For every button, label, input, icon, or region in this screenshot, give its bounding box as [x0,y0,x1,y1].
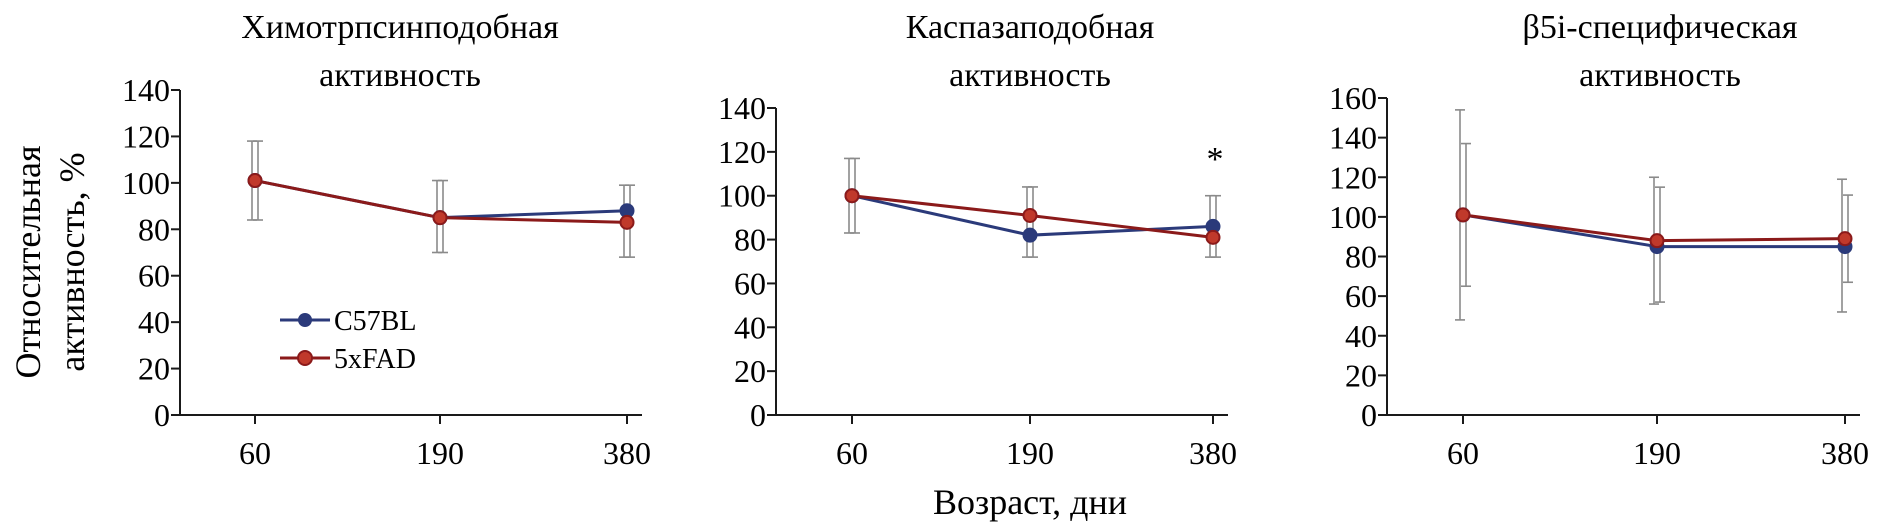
data-point-5xfad [1649,233,1665,249]
legend: C57BL 5xFAD [280,306,416,375]
y-tick-label: 80 [138,211,170,247]
chart-panel-beta5i: β5i-специфическаяактивность0204060801001… [1329,9,1869,471]
x-tick-label: 190 [416,435,464,471]
data-point-5xfad [1455,207,1471,223]
data-point-5xfad [844,188,860,204]
x-tick-label: 60 [836,435,868,471]
y-tick-label: 20 [138,351,170,387]
x-tick-label: 190 [1006,435,1054,471]
y-tick-label: 80 [1345,239,1377,275]
chart-panel-chymotrypsin: Химотрпсинподобная активность 0 20 40 60 80 100… [122,9,651,471]
chart-title-line1: Химотрпсинподобная [241,9,559,46]
x-tick-label: 60 [1447,435,1479,471]
chart-title-line2: активность [949,57,1111,94]
y-tick-label: 80 [734,222,766,258]
y-tick-label: 20 [1345,357,1377,393]
chart-panel-caspase: Каспазаподобная активность 0 20 40 60 80 100 120… [718,9,1237,471]
y-tick-label: 0 [1361,397,1377,433]
y-tick-label: 100 [122,165,170,201]
y-tick-label: 40 [734,309,766,345]
legend-label-c57bl: C57BL [334,306,416,337]
y-tick-label: 60 [1345,278,1377,314]
legend-marker-5xfad [297,350,313,366]
y-tick-label: 120 [1329,159,1377,195]
data-point-5xfad [1837,231,1853,247]
data-point-5xfad [1022,207,1038,223]
x-tick-label: 380 [603,435,651,471]
y-tick-label: 60 [138,258,170,294]
legend-marker-c57bl [298,313,312,327]
chart-title-line2: активность [319,57,481,94]
y-tick-label: 120 [718,134,766,170]
x-tick-label: 380 [1189,435,1237,471]
data-point-5xfad [619,214,635,230]
y-tick-label: 0 [154,397,170,433]
chart-title-line2: активность [1579,57,1741,94]
y-tick-label: 140 [1329,120,1377,156]
y-tick-label: 40 [138,304,170,340]
y-axis-title-line1: Относительная [8,145,48,378]
y-axis-title-line2: активность, % [52,152,92,371]
x-tick-label: 380 [1821,435,1869,471]
y-tick-label: 160 [1329,80,1377,116]
y-tick-label: 0 [750,397,766,433]
data-point-c57bl [1022,227,1038,243]
chart-title-line1: Каспазаподобная [906,9,1155,46]
x-axis-title: Возраст, дни [933,482,1127,522]
y-tick-label: 120 [122,118,170,154]
chart-title-line1: β5i-специфическая [1523,9,1798,46]
data-point-5xfad [432,210,448,226]
data-point-5xfad [247,173,263,189]
legend-label-5xfad: 5xFAD [334,344,416,375]
data-point-5xfad [1205,229,1221,245]
y-tick-label: 140 [718,90,766,126]
x-tick-label: 190 [1633,435,1681,471]
significance-annotation: * [1207,141,1224,178]
x-tick-label: 60 [239,435,271,471]
y-tick-label: 60 [734,265,766,301]
y-tick-label: 100 [718,178,766,214]
y-tick-label: 20 [734,353,766,389]
y-tick-label: 140 [122,72,170,108]
y-tick-label: 100 [1329,199,1377,235]
y-tick-label: 40 [1345,318,1377,354]
